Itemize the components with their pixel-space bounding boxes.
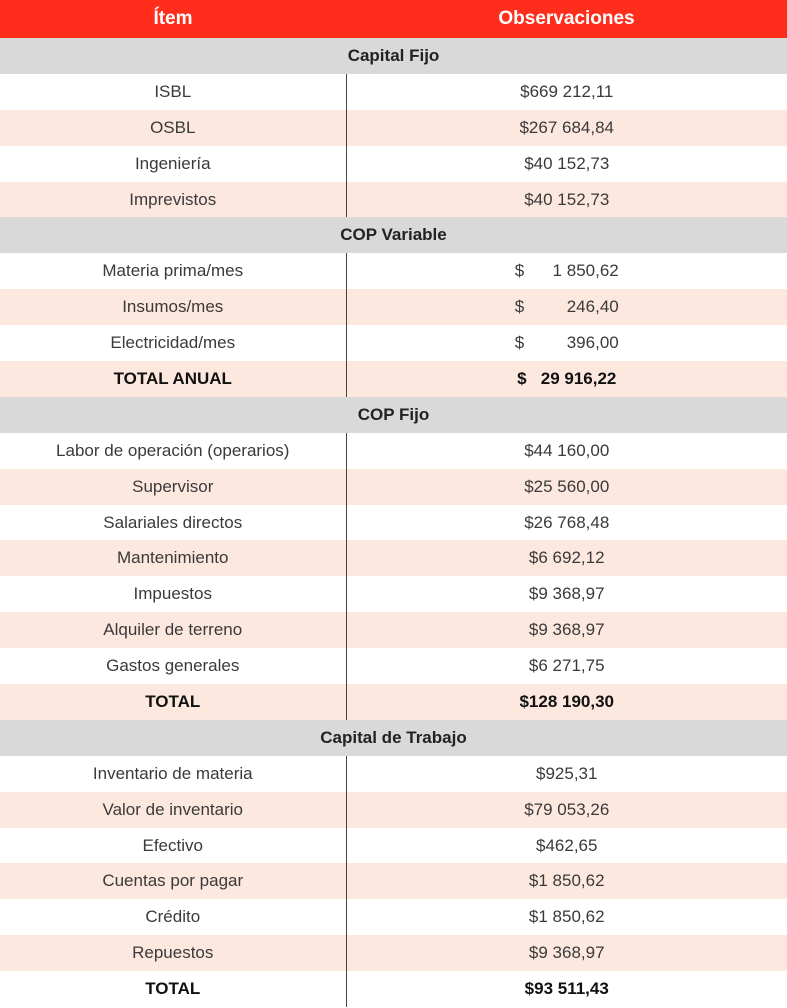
value-cell: $ 246,40 [346, 289, 787, 326]
item-cell: Ingeniería [0, 145, 347, 182]
item-cell: Valor de inventario [0, 791, 347, 828]
item-cell: Electricidad/mes [0, 325, 347, 362]
value-cell: $25 560,00 [346, 468, 787, 505]
value-cell: $6 692,12 [346, 540, 787, 577]
item-cell: TOTAL [0, 971, 347, 1008]
data-row: Valor de inventario $79 053,26 [0, 791, 787, 828]
section-title: Capital Fijo [0, 38, 787, 74]
section-title: COP Variable [0, 217, 787, 254]
value-cell: $44 160,00 [524, 440, 610, 460]
header-cell: Ítem [0, 0, 346, 38]
data-row: Inventario de materia $925,31 [0, 755, 787, 792]
item-cell: Efectivo [0, 827, 347, 864]
item-cell: Repuestos [0, 935, 347, 972]
header-row: Ítem Observaciones [0, 0, 787, 38]
section-row: Capital Fijo [0, 38, 787, 74]
section-row: Capital de Trabajo [0, 719, 787, 756]
value-cell: $128 190,30 [346, 684, 787, 720]
value-cell: $6 271,75 [528, 656, 605, 676]
data-row: Repuestos $9 368,97 [0, 935, 787, 972]
data-row: Efectivo $462,65 [0, 827, 787, 864]
item-cell: Supervisor [0, 468, 347, 505]
data-row: Cuentas por pagar $1 850,62 [0, 863, 787, 900]
item-cell: Insumos/mes [0, 289, 347, 326]
item-cell: OSBL [0, 109, 347, 146]
data-row: Materia prima/mes $ 1 850,62 [0, 253, 787, 290]
total-row: TOTAL $128 190,30 [0, 684, 787, 720]
item-cell: Mantenimiento [0, 540, 347, 577]
item-cell: Impuestos [0, 576, 347, 613]
value-cell: $267 684,84 [346, 109, 787, 146]
item-cell: Gastos generales [0, 648, 347, 685]
data-row: Supervisor $25 560,00 [0, 468, 787, 505]
value-cell: $40 152,73 [524, 153, 610, 173]
table-body: Capital Fijo ISBL $669 212,11 OSBL $267 684,… [0, 38, 787, 1008]
value-cell: $93 511,43 [524, 979, 609, 999]
item-cell: TOTAL ANUAL [0, 361, 347, 397]
data-row: ISBL $669 212,11 [0, 73, 787, 110]
data-row: Labor de operación (operarios) $44 160,00 [0, 432, 787, 469]
total-row: TOTAL $93 511,43 [0, 971, 787, 1008]
data-row: Imprevistos $40 152,73 [0, 181, 787, 218]
item-cell: ISBL [0, 73, 347, 110]
value-cell: $79 053,26 [346, 791, 787, 828]
header-cell: Observaciones [346, 0, 787, 38]
item-cell: Crédito [0, 899, 347, 936]
item-cell: Cuentas por pagar [0, 863, 347, 900]
value-cell: $26 768,48 [524, 512, 610, 532]
item-cell: Materia prima/mes [0, 253, 347, 290]
data-row: Impuestos $9 368,97 [0, 576, 787, 613]
total-row: TOTAL ANUAL $ 29 916,22 [0, 361, 787, 397]
section-row: COP Fijo [0, 396, 787, 433]
value-cell: $9 368,97 [346, 935, 787, 972]
data-row: Alquiler de terreno $9 368,97 [0, 612, 787, 649]
value-cell: $ 1 850,62 [514, 261, 619, 281]
value-cell: $ 29 916,22 [346, 361, 787, 397]
data-row: Gastos generales $6 271,75 [0, 648, 787, 685]
value-cell: $462,65 [536, 835, 598, 855]
section-row: COP Variable [0, 217, 787, 254]
item-cell: Labor de operación (operarios) [0, 432, 347, 469]
data-row: OSBL $267 684,84 [0, 109, 787, 146]
data-row: Electricidad/mes $ 396,00 [0, 325, 787, 362]
value-cell: $9 368,97 [346, 612, 787, 649]
data-row: Mantenimiento $6 692,12 [0, 540, 787, 577]
item-cell: Imprevistos [0, 181, 347, 218]
value-cell: $1 850,62 [346, 863, 787, 900]
value-cell: $669 212,11 [520, 81, 614, 101]
data-row: Salariales directos $26 768,48 [0, 504, 787, 541]
data-row: Ingeniería $40 152,73 [0, 145, 787, 182]
item-cell: TOTAL [0, 684, 347, 720]
data-row: Insumos/mes $ 246,40 [0, 289, 787, 326]
item-cell: Inventario de materia [0, 755, 347, 792]
value-cell: $40 152,73 [346, 181, 787, 218]
section-title: Capital de Trabajo [0, 719, 787, 756]
data-row: Crédito $1 850,62 [0, 899, 787, 936]
value-cell: $9 368,97 [528, 584, 605, 604]
value-cell: $925,31 [536, 763, 598, 783]
item-cell: Alquiler de terreno [0, 612, 347, 649]
value-cell: $ 396,00 [514, 333, 619, 353]
section-title: COP Fijo [0, 396, 787, 433]
item-cell: Salariales directos [0, 504, 347, 541]
value-cell: $1 850,62 [528, 907, 605, 927]
